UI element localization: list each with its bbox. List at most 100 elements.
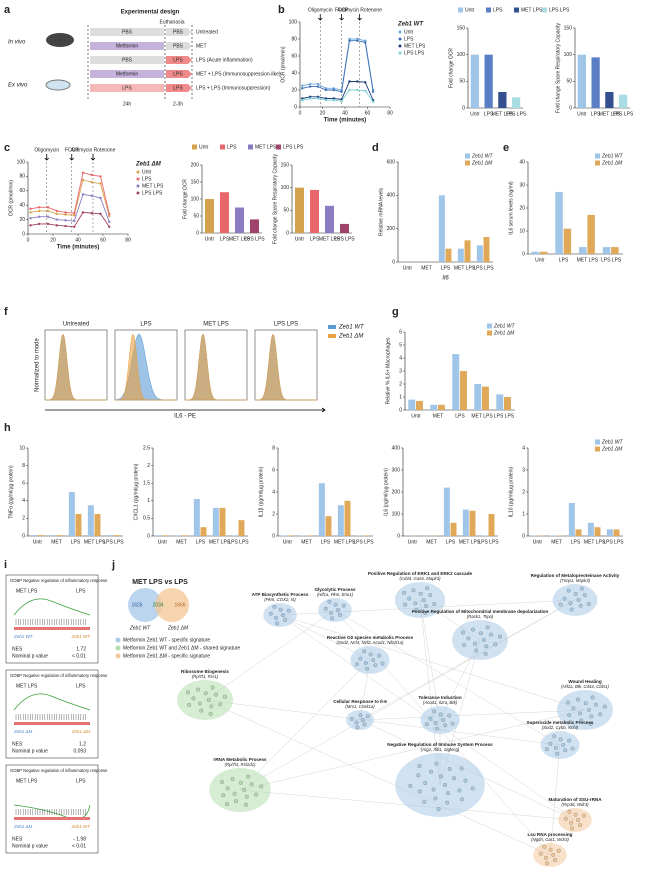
gene-node xyxy=(402,590,407,595)
gene-node xyxy=(380,661,385,666)
gsea-title: GOBP Negative regulation of inflammatory… xyxy=(10,673,108,678)
legend-label: Zeb1 WT xyxy=(471,153,494,159)
gene-node xyxy=(330,616,335,621)
y-tick-label: 150 xyxy=(457,25,466,31)
point xyxy=(108,225,111,228)
bar xyxy=(594,527,601,536)
point xyxy=(29,211,32,214)
bar xyxy=(337,505,344,536)
point xyxy=(332,99,335,102)
gsea-label: MET LPS xyxy=(16,588,38,594)
bar xyxy=(318,483,325,536)
gene-node xyxy=(424,722,429,727)
gene-node xyxy=(423,781,428,785)
network-edge xyxy=(204,699,561,746)
point xyxy=(316,97,320,100)
y-axis-label: Relative mRNA levels xyxy=(378,187,384,236)
x-tick-label: LPS LPS xyxy=(613,111,634,117)
bar xyxy=(162,535,169,536)
gene-node xyxy=(336,608,341,612)
x-tick-label: MET LPS xyxy=(229,236,251,242)
legend-swatch xyxy=(595,439,600,445)
x-tick-label: LPS LPS xyxy=(228,539,249,545)
treatment-bar xyxy=(166,42,192,50)
bar xyxy=(457,248,464,262)
bar xyxy=(113,535,120,536)
bar xyxy=(430,404,438,410)
point xyxy=(90,180,93,184)
y-axis-label: Fold change Spare Respiratory Capacity xyxy=(272,153,278,244)
gene-node xyxy=(493,642,498,647)
y-tick-label: 150 xyxy=(191,179,200,185)
gene-node xyxy=(576,598,581,602)
cluster-genes: (Hif1a, Btk, Cd44, Cbln1) xyxy=(561,684,609,689)
gene-node xyxy=(569,820,573,825)
series-line xyxy=(302,40,374,93)
point xyxy=(38,209,41,213)
legend-label: LPS xyxy=(404,36,414,42)
gene-node xyxy=(218,702,223,707)
gene-node xyxy=(471,627,475,632)
gene-node xyxy=(191,696,196,701)
cluster xyxy=(263,603,297,627)
cluster-genes: (Pkm, COX2, I4) xyxy=(264,597,296,602)
gene-node xyxy=(223,694,227,699)
gene-node xyxy=(416,773,421,778)
point xyxy=(55,212,58,216)
gene-node xyxy=(244,802,248,807)
panel-letter: e xyxy=(503,142,509,154)
cluster-genes: (Arg1, Ifitl1, Siglecg) xyxy=(421,747,460,752)
x-tick-label: LPS xyxy=(591,111,601,117)
gene-node xyxy=(484,644,489,649)
gene-node xyxy=(421,598,426,602)
treatment-label: LPS xyxy=(173,57,183,63)
cluster xyxy=(557,690,613,730)
gene-node xyxy=(473,641,477,646)
x-tick-label: LPS LPS xyxy=(494,413,515,419)
point xyxy=(316,85,320,88)
y-tick-label: 4 xyxy=(272,489,275,495)
gene-node xyxy=(423,610,428,615)
gene-node xyxy=(358,656,363,661)
legend-marker xyxy=(398,37,402,41)
y-tick-label: 30 xyxy=(519,182,525,188)
injection-arrow xyxy=(317,14,323,21)
y-tick-label: 80 xyxy=(291,36,297,42)
cluster xyxy=(533,843,567,867)
legend-label: Zeb1 ΔM xyxy=(601,446,623,452)
panel-letter: i xyxy=(4,559,7,571)
point xyxy=(46,206,50,209)
gene-node xyxy=(461,630,465,635)
cluster-genes: (Timp1, Mapk3) xyxy=(560,578,591,583)
venn-count: 1626 xyxy=(131,602,142,608)
gene-node xyxy=(232,791,237,796)
bar xyxy=(504,397,511,410)
gene-node xyxy=(234,799,239,804)
gene-node xyxy=(371,658,376,662)
treatment-bar xyxy=(90,70,164,78)
gsea-stat: < 0.01 xyxy=(72,843,86,849)
point xyxy=(90,194,93,198)
treatment-bar xyxy=(166,84,192,92)
legend-label: Zeb1 WT xyxy=(338,325,365,331)
point xyxy=(348,37,351,41)
treatment-label: PBS xyxy=(122,29,133,35)
point xyxy=(316,95,320,99)
series-line xyxy=(30,193,110,222)
gene-node xyxy=(558,602,563,607)
venn-circle xyxy=(128,588,162,622)
axis-arrow xyxy=(45,407,326,413)
gsea-label: LPS xyxy=(76,588,86,594)
y-axis-label: OCR (pmol/min) xyxy=(280,46,286,82)
gene-node xyxy=(407,596,412,601)
bar xyxy=(587,522,594,536)
injection-label: FCCP xyxy=(65,147,79,153)
gene-node xyxy=(563,748,568,753)
cluster xyxy=(558,808,592,832)
bar xyxy=(496,394,504,410)
gene-node xyxy=(333,602,338,607)
gene-node xyxy=(219,779,224,784)
gene-node xyxy=(566,588,571,593)
legend-swatch xyxy=(465,153,470,159)
y-tick-label: 0 xyxy=(294,104,297,110)
